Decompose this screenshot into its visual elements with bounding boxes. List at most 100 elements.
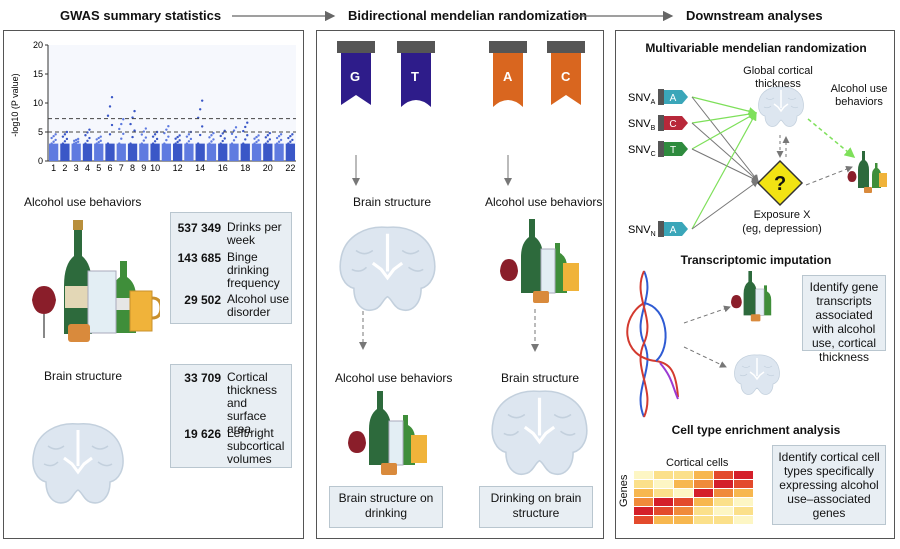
heat-cell [694,516,713,524]
snp-point [266,134,270,137]
heat-cell [694,507,713,515]
snp-point [118,142,121,145]
snp-point [163,131,166,135]
heat-cell [734,489,753,497]
x-tick: 8 [130,163,135,171]
snp-point [275,142,279,145]
heatmap [634,471,753,524]
snp-point [277,140,281,143]
heat-cell [654,480,673,488]
snv-allele: C [669,119,676,130]
snp-point [50,142,53,145]
y-axis-label: -log10 (P value) [10,73,20,136]
x-tick: 2 [62,163,67,171]
chr-band [274,143,284,161]
snv-allele: A [670,93,677,104]
twas-title: Transcriptomic imputation [680,253,832,267]
snp-point [95,142,98,145]
mr-left-bottom-label: Alcohol use behaviors [335,371,453,385]
snp-point [246,134,249,137]
snp-point [84,142,87,145]
twas-box: Identify gene transcripts associated wit… [802,275,886,364]
snp-point [185,135,189,138]
snp-point [198,108,202,111]
cortical-count: 33 709 [184,371,221,385]
snp-point [287,136,290,140]
heat-cell [634,489,653,497]
alcohol-stats-box: 537 349 Drinks per week 143 685 Binge dr… [170,212,292,324]
snp-point [167,135,170,138]
chr-band [263,143,273,161]
chr-band [116,143,126,161]
snp-point [230,132,234,136]
snp-point [178,139,181,142]
snp-point [106,114,110,117]
snp-point [198,133,202,137]
snp-point [174,137,177,140]
arrow-to-global [691,96,758,116]
snp-point [84,134,87,137]
y-tick: 5 [38,127,43,137]
snp-point [221,132,224,135]
snp-point [187,133,191,136]
chr-band [49,143,59,161]
snp-point [178,134,181,137]
header-gwas: GWAS summary statistics [60,8,222,23]
snp-point [50,136,53,140]
chr-band [127,143,138,161]
arrow-to-global [691,109,758,124]
heat-cell [714,471,733,479]
mr-left-result: Brain structure on drinking [338,491,434,520]
mr-graphics [337,41,589,476]
snp-point [223,137,226,140]
x-tick: 18 [240,163,250,171]
snp-point [210,134,213,137]
snp-point [196,142,200,145]
snp-point [200,99,204,102]
snp-point [65,130,69,134]
outcome-label: Alcohol use behaviors [830,83,888,108]
subcortical-count: 19 626 [184,427,221,441]
snp-point [155,137,159,141]
drinks-count: 537 349 [177,221,221,235]
arrow-to-exposure [691,148,759,182]
x-tick: 10 [150,163,160,171]
heat-cell [634,507,653,515]
snp-point [63,133,67,136]
mr-right-brain [490,389,589,476]
heat-cell [694,498,713,506]
chr-band [105,143,115,161]
snp-point [266,140,270,143]
snp-point [72,142,76,145]
exposure-sub: (eg, depression) [742,223,822,235]
chr-band [240,143,250,161]
snp-point [257,134,260,137]
chr-band [139,143,149,161]
snp-point [120,137,123,140]
snp-point [279,138,283,142]
y-tick: 15 [33,69,43,79]
heat-cell [634,471,653,479]
twas-box-text: Identify gene transcripts associated wit… [809,280,879,364]
snp-point [167,125,170,128]
snp-point [153,133,157,136]
mr-right-result: Drinking on brain structure [490,491,582,520]
snp-point [54,133,57,136]
snp-point [277,134,281,138]
heat-cell [714,507,733,515]
snp-point [291,133,294,136]
binge-count: 143 685 [177,251,221,265]
snp-point [88,136,91,140]
chr-band [229,143,239,161]
heat-cell [734,516,753,524]
arrow-to-global [691,111,757,230]
snp-point [291,138,294,142]
snp-point [133,129,136,132]
snp-point [219,142,222,145]
snp-point [106,142,110,145]
snp-point [120,122,123,126]
heat-cell [634,516,653,524]
snp-point [108,105,112,108]
snp-point [131,135,134,139]
brain-illustration [31,422,125,505]
